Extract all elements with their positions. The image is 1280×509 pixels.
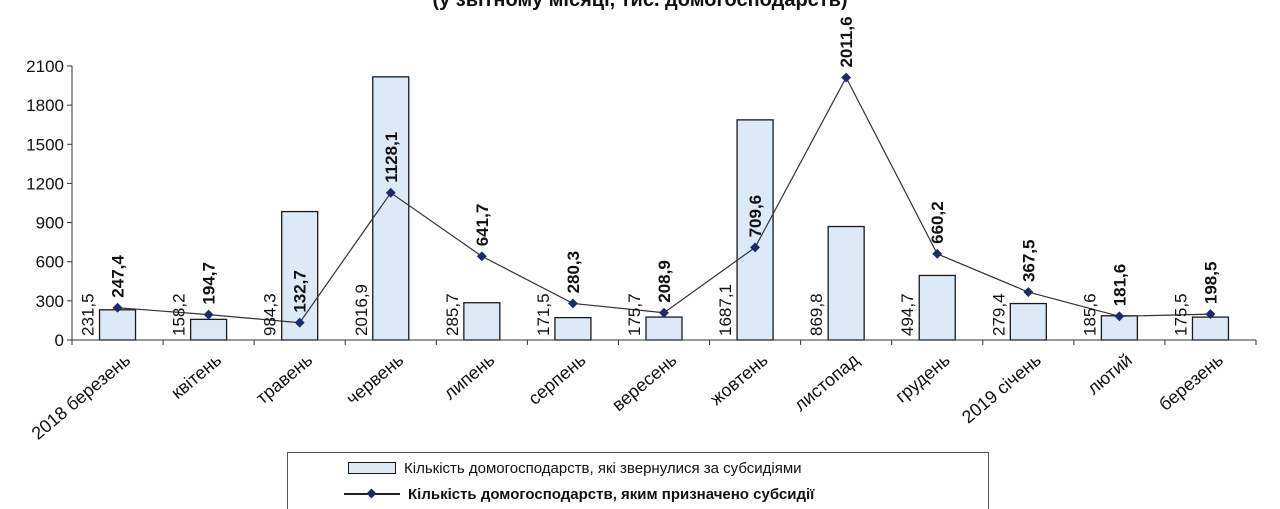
bar-value-label: 171,5: [534, 293, 553, 336]
line-value-label: 194,7: [200, 262, 219, 305]
bar-value-label: 2016,9: [352, 284, 371, 336]
x-tick-label: листопад: [790, 349, 863, 415]
line-point: [203, 309, 214, 320]
y-tick-label: 1800: [26, 96, 64, 115]
x-tick-label: квітень: [167, 350, 225, 403]
line-value-label: 2011,6: [837, 16, 856, 67]
legend: Кількість домогосподарств, які звернулис…: [287, 452, 989, 509]
x-tick-label: 2019 січень: [958, 350, 1045, 428]
y-tick-label: 1500: [26, 135, 64, 154]
line-point: [932, 248, 943, 259]
line-point: [294, 317, 305, 328]
x-tick-label: вересень: [608, 350, 680, 415]
legend-item-bars: Кількість домогосподарств, які звернулис…: [288, 456, 802, 480]
y-tick-label: 900: [36, 214, 64, 233]
line-point: [1023, 287, 1034, 297]
axis-layer: 0 300 600 900 1200 1500 1800 2100 2018 березень к…: [26, 57, 1257, 444]
bars-layer: [98, 76, 1230, 341]
bar-value-label: 158,2: [170, 293, 189, 336]
line-value-label: 660,2: [928, 201, 947, 244]
bar-value-label: 231,5: [79, 293, 98, 336]
legend-bar-swatch: [348, 462, 396, 474]
labels-layer: 231,5 158,2 984,3 2016,9 285,7 171,5 175,7 1687…: [79, 16, 1221, 336]
line-point: [1205, 309, 1216, 320]
legend-line-swatch: [344, 487, 400, 501]
line-value-label: 208,9: [655, 260, 674, 303]
line-value-label: 198,5: [1201, 262, 1220, 305]
bar: [189, 318, 228, 341]
y-tick-label: 0: [55, 331, 64, 350]
line-value-label: 709,6: [746, 195, 765, 238]
x-tick-label: 2018 березень: [28, 350, 134, 444]
y-tick-label: 1200: [26, 174, 64, 193]
bar: [918, 274, 956, 341]
line-value-label: 247,4: [109, 255, 128, 298]
bar: [645, 316, 683, 341]
y-tick-label: 2100: [26, 57, 64, 76]
line-layer: [112, 72, 1216, 328]
line-point: [567, 298, 578, 309]
y-tick-label: 600: [36, 253, 64, 272]
line-point: [1114, 311, 1125, 322]
bar-value-label: 869,8: [807, 293, 826, 336]
x-tick-label: лютий: [1083, 350, 1136, 399]
line-point: [385, 187, 396, 198]
line-point: [659, 307, 669, 318]
line-value-label: 280,3: [564, 251, 583, 294]
line-value-label: 367,5: [1019, 240, 1038, 283]
legend-item-line: Кількість домогосподарств, яким призначе…: [288, 482, 814, 506]
x-tick-label: червень: [342, 350, 407, 409]
line-point: [841, 72, 852, 83]
bar: [372, 76, 410, 341]
bar-value-label: 984,3: [261, 293, 280, 336]
bar-value-label: 1687,1: [716, 284, 735, 336]
bar: [1191, 316, 1230, 341]
x-tick-label: грудень: [891, 350, 953, 407]
bar: [827, 225, 865, 341]
line-point: [476, 251, 487, 262]
line-value-label: 1128,1: [382, 132, 401, 183]
x-tick-label: липень: [440, 350, 499, 404]
bar-value-label: 175,5: [1171, 293, 1190, 336]
bar-value-label: 285,7: [443, 293, 462, 336]
line-value-label: 132,7: [291, 270, 310, 313]
bar-value-label: 494,7: [898, 293, 917, 336]
y-tick-label: 300: [36, 292, 64, 311]
bar: [554, 316, 592, 341]
x-tick-label: березень: [1155, 350, 1227, 415]
line-value-label: 641,7: [473, 204, 492, 247]
bar-value-label: 279,4: [989, 293, 1008, 336]
line-point: [750, 242, 761, 253]
bar-value-label: 175,7: [625, 293, 644, 336]
legend-label-line: Кількість домогосподарств, яким призначе…: [408, 485, 815, 503]
bar: [98, 309, 137, 341]
bar: [1009, 302, 1047, 341]
chart-title: (у звітному місяці, тис. домогосподарств…: [432, 0, 847, 11]
x-tick-label: травень: [252, 350, 316, 408]
bar-value-label: 185,6: [1080, 293, 1099, 336]
line-value-label: 181,6: [1110, 264, 1129, 307]
bar: [463, 302, 501, 341]
x-tick-label: серпень: [524, 350, 589, 409]
x-tick-label: жовтень: [706, 350, 771, 409]
legend-label-bars: Кількість домогосподарств, які звернулис…: [404, 459, 802, 477]
